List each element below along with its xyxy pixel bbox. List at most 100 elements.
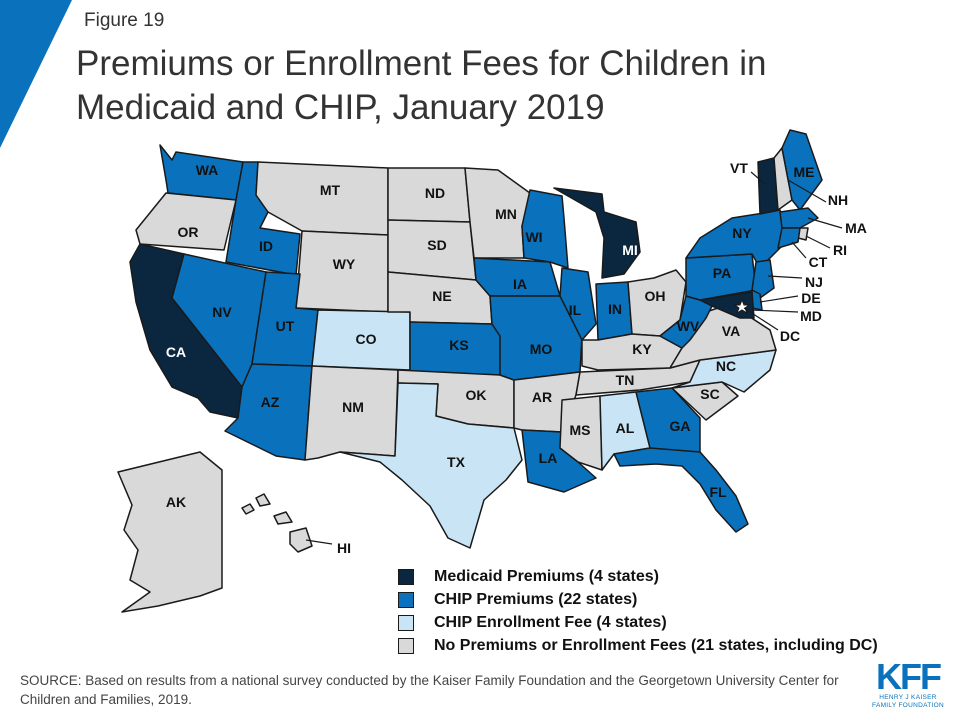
legend-item-chip-premiums: CHIP Premiums (22 states) [398,588,878,611]
state-label-dc: DC [780,328,800,344]
state-label-tx: TX [447,454,466,470]
page-title: Premiums or Enrollment Fees for Children… [76,44,767,127]
state-label-in: IN [608,301,622,317]
state-label-oh: OH [645,288,666,304]
state-label-tn: TN [616,372,635,388]
state-label-md: MD [800,308,822,324]
state-label-il: IL [569,302,582,318]
state-label-ne: NE [432,288,451,304]
leader-line-ct [791,241,807,259]
state-label-hi: HI [337,540,351,556]
state-label-ri: RI [833,242,847,258]
state-label-ga: GA [670,418,691,434]
state-label-nm: NM [342,399,364,415]
state-ct [777,227,801,249]
state-fl [613,447,749,533]
state-label-vt: VT [730,160,748,176]
state-label-wi: WI [525,229,542,245]
state-label-sc: SC [700,386,719,402]
state-label-ak: AK [166,494,186,510]
dc-star-marker [733,298,751,315]
legend-swatch [398,591,414,608]
state-label-wy: WY [333,256,356,272]
leader-line-hi [305,539,333,545]
state-label-nc: NC [716,358,736,374]
legend-swatch [398,614,414,631]
leader-line-nh [787,179,827,203]
legend-swatch [398,637,414,654]
state-label-mn: MN [495,206,517,222]
state-label-az: AZ [261,394,280,410]
us-map: WA OR CA NV ID MT WY UT CO AZ NM ND SD NE KS OK TX MN IA MO… [117,129,867,613]
legend-label: CHIP Premiums (22 states) [434,590,638,608]
state-md [699,291,755,319]
state-label-ut: UT [276,318,295,334]
legend-label: No Premiums or Enrollment Fees (21 state… [434,636,878,654]
state-label-ms: MS [570,422,591,438]
logo-subtitle-1: HENRY J KAISER [879,694,937,701]
state-me [781,129,823,211]
source-note: SOURCE: Based on results from a national… [20,673,839,707]
kff-logo: KFF HENRY J KAISER FAMILY FOUNDATION [868,656,948,710]
legend-swatch [398,568,414,585]
state-label-va: VA [722,323,740,339]
state-label-ar: AR [532,389,552,405]
state-label-co: CO [356,331,377,347]
legend-item-chip-enrollment-fee: CHIP Enrollment Fee (4 states) [398,611,878,634]
state-label-mo: MO [530,341,553,357]
state-tx [339,382,523,549]
state-label-ks: KS [449,337,468,353]
corner-accent-triangle [0,0,72,148]
state-or [135,192,237,251]
state-label-sd: SD [427,237,446,253]
state-label-nv: NV [212,304,232,320]
state-labels: WA OR CA NV ID MT WY UT CO AZ NM ND SD NE KS OK TX MN IA MO… [166,160,867,556]
state-label-al: AL [616,420,635,436]
state-label-or: OR [178,224,199,240]
leader-line-ri [805,235,831,249]
state-label-ok: OK [466,387,487,403]
state-label-nd: ND [425,185,445,201]
state-shapes [117,129,823,613]
state-label-ny: NY [732,225,752,241]
state-label-me: ME [794,164,815,180]
state-label-ia: IA [513,276,527,292]
state-ma [779,207,819,229]
figure-label: Figure 19 [84,10,165,31]
legend: Medicaid Premiums (4 states) CHIP Premiu… [398,565,878,657]
state-label-nj: NJ [805,274,823,290]
legend-label: CHIP Enrollment Fee (4 states) [434,613,667,631]
legend-item-no-fees: No Premiums or Enrollment Fees (21 state… [398,634,878,657]
leader-line-de [759,295,799,303]
state-label-mt: MT [320,182,341,198]
state-label-fl: FL [709,484,727,500]
state-wi [521,189,569,269]
state-ms [559,395,603,471]
state-label-id: ID [259,238,273,254]
state-label-wa: WA [196,162,219,178]
legend-label: Medicaid Premiums (4 states) [434,567,659,585]
logo-mark: KFF [876,656,942,697]
leader-line-ma [807,217,843,229]
leader-line-md [751,309,799,313]
legend-item-medicaid-premiums: Medicaid Premiums (4 states) [398,565,878,588]
state-ak [117,451,223,613]
state-label-pa: PA [713,265,731,281]
state-label-ky: KY [632,341,652,357]
state-mt [255,161,389,236]
leader-line-vt [750,171,766,185]
state-label-ma: MA [845,220,867,236]
state-label-de: DE [801,290,820,306]
state-label-ca: CA [166,344,186,360]
state-label-mi: MI [622,242,638,258]
state-mi [553,187,641,279]
leader-line-dc [743,307,779,331]
state-il [559,267,597,341]
state-label-ct: CT [809,254,828,270]
state-label-wv: WV [677,318,700,334]
state-label-nh: NH [828,192,848,208]
state-label-la: LA [539,450,558,466]
state-hi [241,493,313,553]
leader-line-nj [767,275,803,279]
logo-subtitle-2: FAMILY FOUNDATION [872,702,944,709]
